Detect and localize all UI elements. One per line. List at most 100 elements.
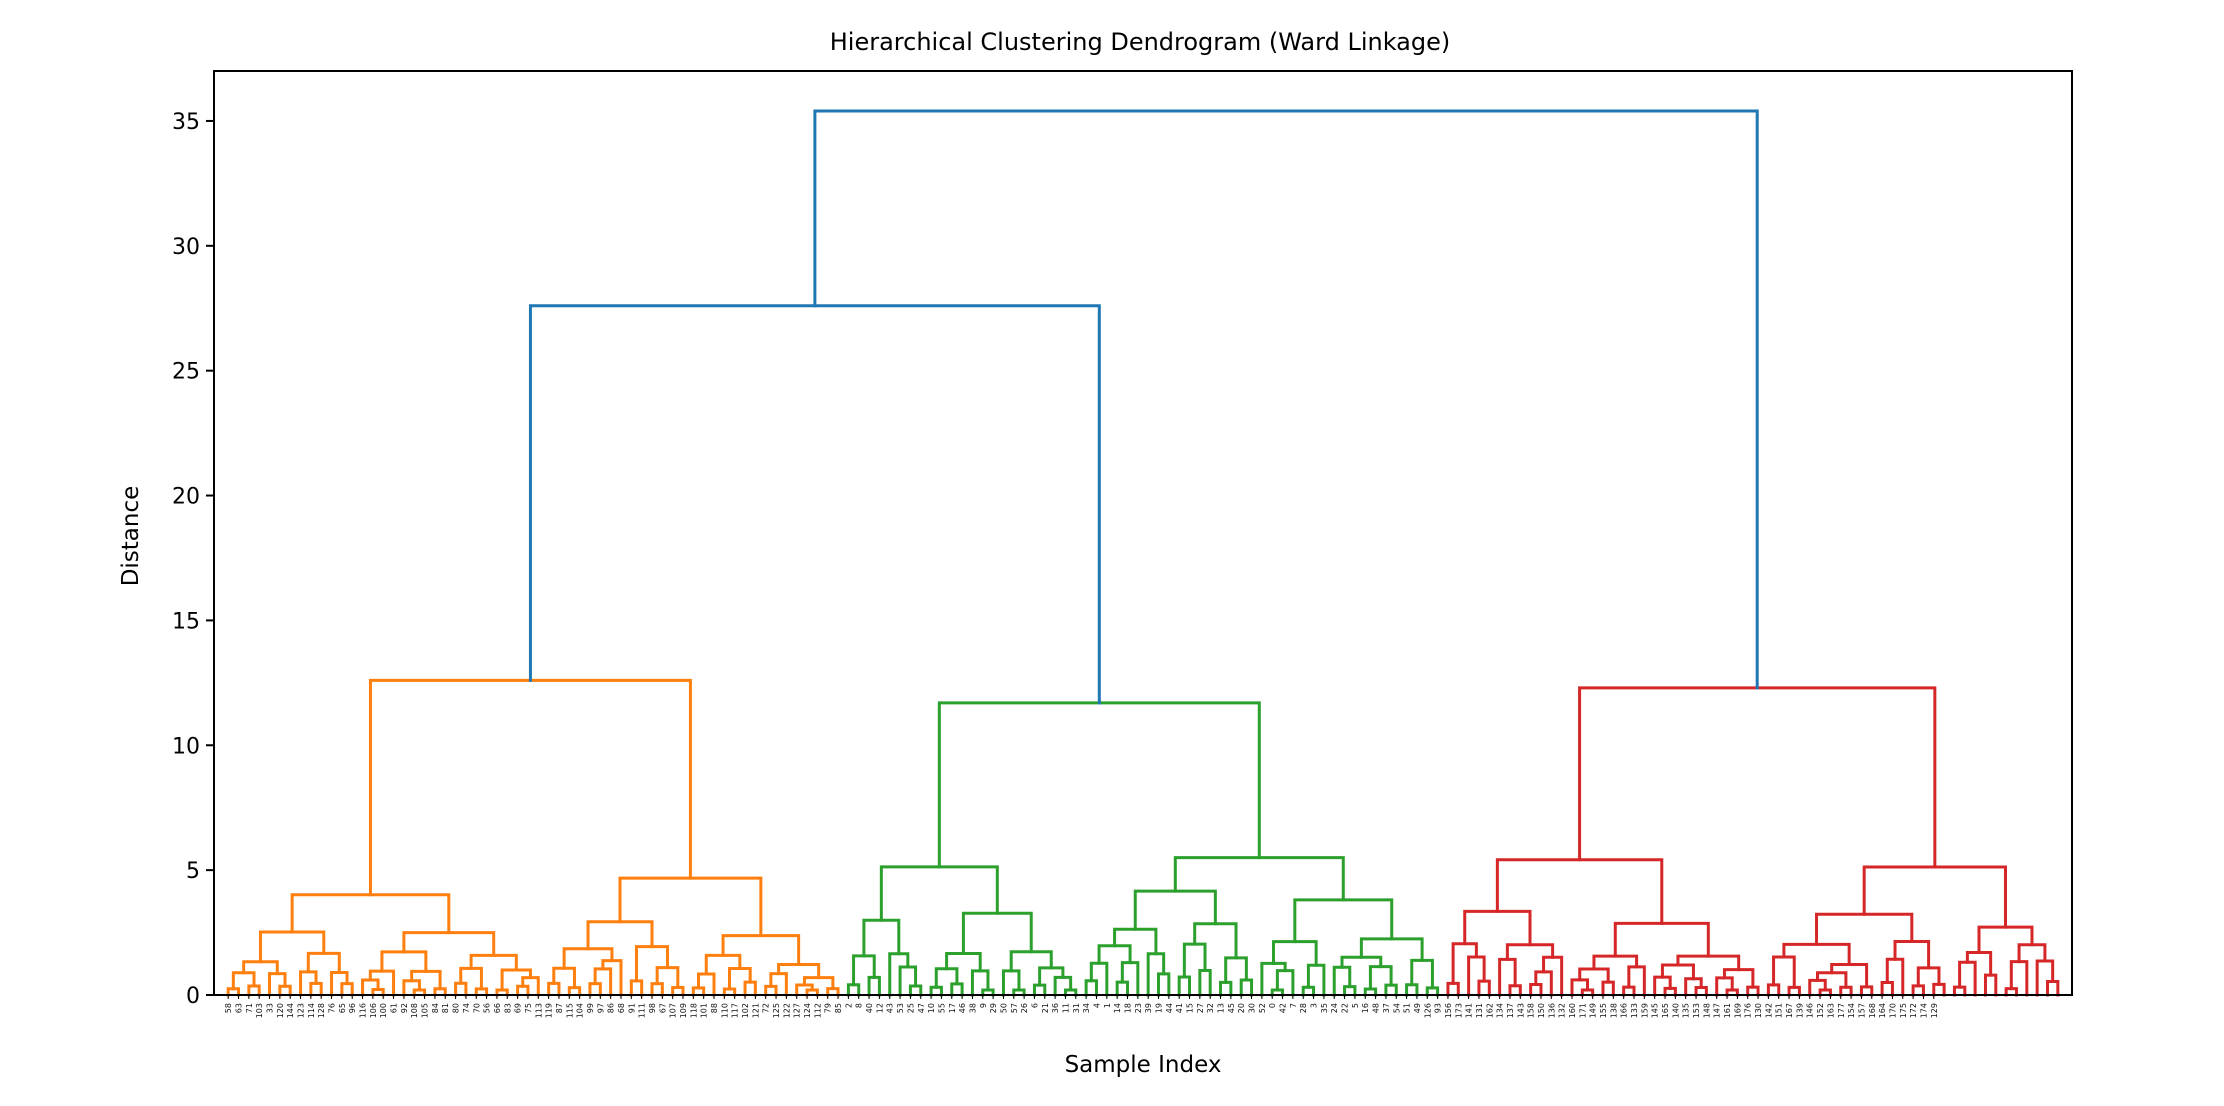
dendrogram-link bbox=[1862, 865, 2007, 929]
x-tick-label: 125 bbox=[772, 1003, 781, 1018]
dendrogram-link bbox=[368, 678, 692, 897]
x-tick-label: 81 bbox=[441, 1003, 450, 1013]
x-tick-label: 126 bbox=[1423, 1003, 1432, 1018]
dendrogram-link bbox=[258, 930, 326, 964]
dendrogram-link bbox=[1451, 942, 1478, 985]
x-tick-label: 103 bbox=[255, 1003, 264, 1018]
dendrogram-link-top bbox=[528, 304, 1101, 705]
x-tick-label: 46 bbox=[958, 1003, 967, 1013]
x-tick-label: 5 bbox=[1351, 1003, 1360, 1008]
dendrogram-link bbox=[1467, 955, 1486, 997]
x-tick-label: 84 bbox=[431, 1003, 440, 1013]
x-tick-label: 12 bbox=[875, 1003, 884, 1013]
x-tick-label: 164 bbox=[1878, 1003, 1887, 1018]
x-tick-label: 144 bbox=[286, 1003, 295, 1018]
x-tick-label: 169 bbox=[1733, 1003, 1742, 1018]
x-tick-label: 54 bbox=[1392, 1003, 1401, 1013]
x-tick-label: 85 bbox=[834, 1003, 843, 1013]
dendrogram-link bbox=[1463, 909, 1532, 947]
x-tick-label: 134 bbox=[1496, 1003, 1505, 1018]
dendrogram-link bbox=[1653, 975, 1672, 997]
x-tick-label: 1 bbox=[1103, 1003, 1112, 1008]
x-tick-label: 65 bbox=[338, 1003, 347, 1013]
x-tick-label: 163 bbox=[1826, 1003, 1835, 1018]
x-tick-label: 166 bbox=[1620, 1003, 1629, 1018]
x-tick-label: 112 bbox=[813, 1003, 822, 1018]
x-tick-label: 48 bbox=[1372, 1003, 1381, 1013]
dendrogram-link bbox=[950, 982, 964, 997]
y-tick-label: 15 bbox=[172, 609, 200, 634]
x-tick-label: 74 bbox=[462, 1003, 471, 1013]
dendrogram-link bbox=[1965, 951, 1993, 977]
x-tick-label: 80 bbox=[452, 1003, 461, 1013]
dendrogram-link bbox=[1084, 979, 1098, 997]
dendrogram-link bbox=[1097, 944, 1132, 965]
x-tick-label: 141 bbox=[1465, 1003, 1474, 1018]
x-tick-label: 160 bbox=[1568, 1003, 1577, 1018]
x-tick-label: 37 bbox=[1382, 1003, 1391, 1013]
x-tick-label: 15 bbox=[1186, 1003, 1195, 1013]
x-tick-label: 26 bbox=[1020, 1003, 1029, 1013]
dendrogram-link bbox=[769, 972, 788, 997]
dendrogram-link bbox=[547, 981, 561, 997]
chart-title: Hierarchical Clustering Dendrogram (Ward… bbox=[830, 28, 1451, 56]
dendrogram-link bbox=[1627, 965, 1646, 997]
x-tick-label: 168 bbox=[1868, 1003, 1877, 1018]
dendrogram-link bbox=[704, 953, 742, 976]
x-tick-label: 44 bbox=[1165, 1003, 1174, 1013]
x-axis-ticks: 58 63 71 103 33 120 144 123 114 128 76 65 96 116 106 10… bbox=[224, 995, 1939, 1018]
x-tick-label: 105 bbox=[421, 1003, 430, 1018]
x-tick-label: 42 bbox=[1279, 1003, 1288, 1013]
above-threshold-links bbox=[528, 109, 1759, 705]
dendrogram-link bbox=[650, 982, 664, 997]
x-tick-label: 146 bbox=[1806, 1003, 1815, 1018]
dendrogram-link bbox=[1498, 957, 1517, 997]
dendrogram-link bbox=[777, 963, 821, 980]
x-tick-label: 51 bbox=[1403, 1003, 1412, 1013]
dendrogram-link bbox=[1958, 960, 1977, 997]
x-tick-label: 63 bbox=[235, 1003, 244, 1013]
x-tick-label: 8 bbox=[855, 1003, 864, 1008]
x-tick-label: 28 bbox=[1299, 1003, 1308, 1013]
x-tick-label: 69 bbox=[514, 1003, 523, 1013]
x-tick-label: 22 bbox=[1341, 1003, 1350, 1013]
x-tick-label: 10 bbox=[927, 1003, 936, 1013]
dendrogram-link bbox=[898, 965, 918, 997]
x-tick-label: 56 bbox=[483, 1003, 492, 1013]
dendrogram-link bbox=[1120, 961, 1140, 997]
x-tick-label: 93 bbox=[1434, 1003, 1443, 1013]
x-tick-label: 130 bbox=[1754, 1003, 1763, 1018]
x-tick-label: 7 bbox=[1289, 1003, 1298, 1008]
dendrogram-link bbox=[1766, 983, 1781, 997]
x-tick-label: 41 bbox=[1175, 1003, 1184, 1013]
y-tick-label: 30 bbox=[172, 235, 200, 260]
x-tick-label: 143 bbox=[1516, 1003, 1525, 1018]
x-tick-label: 111 bbox=[638, 1003, 647, 1018]
dendrogram-link bbox=[459, 966, 483, 991]
x-tick-label: 21 bbox=[1041, 1003, 1050, 1013]
x-tick-label: 149 bbox=[1589, 1003, 1598, 1018]
x-tick-label: 108 bbox=[410, 1003, 419, 1018]
dendrogram-link bbox=[1113, 927, 1158, 956]
plot-area bbox=[226, 109, 2060, 997]
x-tick-label: 97 bbox=[596, 1003, 605, 1013]
x-tick-label: 13 bbox=[1217, 1003, 1226, 1013]
dendrogram-link bbox=[1676, 954, 1741, 972]
y-tick-label: 5 bbox=[186, 859, 200, 884]
cluster-c1 bbox=[226, 678, 840, 997]
dendrogram-link bbox=[1239, 978, 1254, 997]
dendrogram-link bbox=[1772, 955, 1796, 989]
x-tick-label: 20 bbox=[1237, 1003, 1246, 1013]
x-tick-label: 34 bbox=[1082, 1003, 1091, 1013]
dendrogram-link bbox=[852, 954, 876, 987]
x-tick-label: 14 bbox=[1113, 1003, 1122, 1013]
x-tick-label: 19 bbox=[1155, 1003, 1164, 1013]
y-axis-label: Distance bbox=[118, 486, 144, 587]
x-tick-label: 67 bbox=[658, 1003, 667, 1013]
x-tick-label: 86 bbox=[607, 1003, 616, 1013]
dendrogram-link bbox=[1089, 961, 1109, 997]
dendrogram-link bbox=[1173, 856, 1345, 902]
x-tick-label: 128 bbox=[317, 1003, 326, 1018]
dendrogram-link bbox=[937, 701, 1261, 869]
